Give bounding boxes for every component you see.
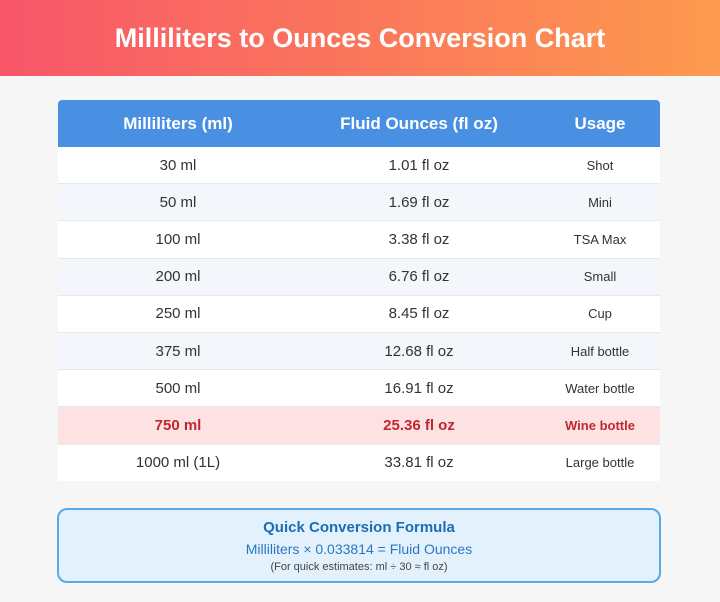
table-row: 200 ml 6.76 fl oz Small: [58, 257, 660, 295]
table-cell: Large bottle: [565, 455, 635, 471]
table-cell: 500 ml: [155, 379, 201, 397]
conversion-table: Milliliters (ml) Fluid Ounces (fl oz) Us…: [58, 100, 660, 481]
table-cell: 8.45 fl oz: [388, 305, 450, 323]
formula-expression: Milliliters × 0.033814 = Fluid Ounces: [245, 541, 473, 557]
table-cell: 100 ml: [155, 230, 201, 248]
table-cell: 3.38 fl oz: [388, 230, 450, 248]
table-row: 250 ml 8.45 fl oz Cup: [58, 294, 660, 332]
table-cell: 200 ml: [155, 268, 201, 286]
table-cell: Mini: [588, 194, 612, 210]
table-cell: 50 ml: [159, 193, 197, 211]
table-cell: 750 ml: [154, 416, 202, 434]
formula-note: (For quick estimates: ml ÷ 30 ≈ fl oz): [270, 561, 448, 573]
table-cell: 1.01 fl oz: [388, 156, 450, 174]
column-header: Fluid Ounces (fl oz): [340, 113, 498, 133]
table-cell: Wine bottle: [565, 417, 635, 433]
table-cell: Shot: [586, 157, 614, 173]
table-cell: 1000 ml (1L): [135, 454, 221, 472]
column-header: Usage: [574, 113, 626, 133]
table-header: Milliliters (ml) Fluid Ounces (fl oz) Us…: [58, 100, 660, 147]
table-row: 750 ml 25.36 fl oz Wine bottle: [58, 406, 660, 444]
header: Milliliters to Ounces Conversion Chart: [0, 0, 720, 76]
table-row: 50 ml 1.69 fl oz Mini: [58, 183, 660, 221]
column-header: Milliliters (ml): [123, 113, 233, 133]
table-cell: 375 ml: [155, 342, 201, 360]
table-cell: 12.68 fl oz: [384, 342, 454, 360]
table-cell: 30 ml: [159, 156, 197, 174]
formula-title: Quick Conversion Formula: [263, 519, 455, 536]
table-cell: TSA Max: [573, 231, 627, 247]
formula-box: Quick Conversion Formula Milliliters × 0…: [57, 508, 661, 583]
table-cell: Small: [583, 269, 617, 285]
table-cell: 33.81 fl oz: [384, 454, 454, 472]
table-row: 100 ml 3.38 fl oz TSA Max: [58, 220, 660, 257]
table-row: 375 ml 12.68 fl oz Half bottle: [58, 331, 660, 370]
table-cell: Water bottle: [565, 380, 635, 396]
table-row: 500 ml 16.91 fl oz Water bottle: [58, 369, 660, 406]
table-cell: 250 ml: [155, 305, 201, 323]
table-cell: 16.91 fl oz: [384, 379, 454, 397]
table-row: 1000 ml (1L) 33.81 fl oz Large bottle: [58, 443, 660, 481]
table-cell: 25.36 fl oz: [383, 416, 455, 434]
table-cell: 6.76 fl oz: [388, 268, 450, 286]
page-title: Milliliters to Ounces Conversion Chart: [114, 22, 606, 53]
table-cell: Cup: [588, 306, 612, 322]
table-cell: 1.69 fl oz: [388, 193, 450, 211]
table-cell: Half bottle: [570, 343, 630, 359]
table-row: 30 ml 1.01 fl oz Shot: [58, 147, 660, 183]
